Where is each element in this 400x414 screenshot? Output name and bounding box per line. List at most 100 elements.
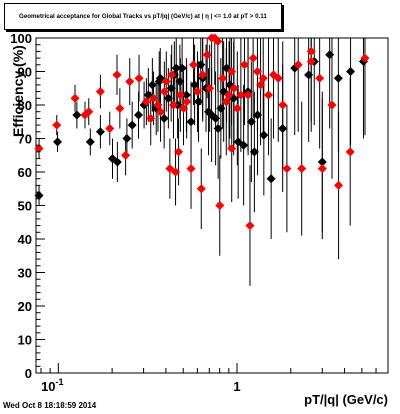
black-data-point: [304, 70, 314, 80]
red-data-point: [229, 83, 239, 93]
data-markers: [34, 33, 370, 231]
black-data-point: [239, 140, 249, 150]
red-data-point: [360, 53, 370, 63]
black-data-point: [95, 127, 105, 137]
black-data-point: [175, 77, 185, 87]
black-data-point: [346, 67, 356, 76]
red-data-point: [159, 87, 169, 97]
red-data-point: [245, 221, 255, 231]
black-data-point: [127, 120, 137, 130]
red-data-point: [221, 97, 231, 107]
black-data-point: [112, 157, 122, 167]
red-data-point: [243, 90, 253, 100]
red-data-point: [264, 90, 274, 100]
red-data-point: [198, 70, 208, 80]
red-data-point: [146, 113, 156, 123]
red-data-point: [174, 147, 184, 157]
red-data-point: [167, 70, 177, 80]
black-data-point: [211, 113, 221, 123]
red-data-point: [297, 164, 307, 174]
black-data-point: [249, 147, 259, 157]
red-data-point: [258, 73, 268, 83]
black-data-point: [186, 117, 196, 127]
red-data-point: [155, 107, 165, 117]
red-data-point: [327, 100, 337, 110]
red-data-point: [189, 60, 199, 70]
red-data-point: [306, 56, 316, 66]
red-data-point: [224, 90, 234, 100]
red-data-point: [52, 120, 62, 130]
y-tick-label: 70: [18, 132, 32, 147]
black-data-point: [122, 134, 132, 143]
red-data-point: [205, 83, 215, 93]
chart-title: Geometrical acceptance for Global Tracks…: [19, 13, 267, 20]
red-data-point: [227, 67, 237, 76]
red-data-point: [334, 180, 344, 190]
black-data-point: [181, 90, 191, 100]
black-data-point: [317, 157, 327, 167]
black-data-point: [133, 110, 143, 120]
y-tick-label: 50: [18, 199, 32, 214]
black-data-point: [159, 113, 169, 123]
red-data-point: [345, 147, 355, 157]
black-data-point: [177, 63, 187, 73]
red-data-point: [202, 50, 212, 60]
red-data-point: [252, 67, 262, 76]
black-data-point: [253, 110, 263, 120]
red-data-point: [218, 73, 228, 83]
black-data-point: [194, 97, 204, 107]
red-data-point: [248, 53, 258, 63]
y-tick-label: 60: [18, 165, 32, 180]
black-data-point: [325, 50, 335, 60]
red-data-point: [115, 103, 125, 113]
red-data-point: [273, 73, 283, 83]
axes: 0 10 20 30 40 50 60 70 80 90 100 10-1 1: [10, 31, 389, 394]
chart-title-box: Geometrical acceptance for Global Tracks…: [4, 3, 282, 30]
x-tick-label: 1: [233, 379, 240, 394]
red-data-point: [256, 80, 266, 90]
black-data-point: [278, 123, 288, 133]
red-data-point: [317, 164, 327, 174]
x-axis-label: pT/|q| (GeV/c): [304, 392, 388, 407]
red-data-point: [112, 70, 122, 80]
red-data-point: [171, 167, 181, 177]
red-data-point: [34, 144, 44, 154]
red-data-point: [95, 87, 105, 97]
black-data-point: [147, 80, 157, 90]
red-data-point: [182, 97, 192, 107]
red-data-point: [239, 60, 249, 70]
black-data-point: [85, 137, 95, 147]
black-data-point: [72, 110, 82, 120]
y-tick-label: 100: [10, 31, 32, 46]
y-tick-label: 90: [18, 65, 32, 80]
red-data-point: [232, 103, 242, 113]
y-tick-label: 10: [18, 333, 32, 348]
y-tick-label: 80: [18, 98, 32, 113]
red-data-point: [293, 60, 303, 70]
black-data-point: [246, 117, 256, 127]
red-data-point: [179, 103, 189, 113]
red-data-point: [186, 164, 196, 174]
black-data-point: [259, 130, 269, 140]
red-data-point: [153, 100, 163, 110]
y-tick-label: 30: [18, 266, 32, 281]
red-data-point: [70, 93, 80, 103]
y-tick-label: 20: [18, 299, 32, 314]
black-data-point: [190, 80, 200, 90]
red-data-point: [84, 107, 94, 117]
black-data-point: [171, 63, 181, 73]
red-data-point: [121, 150, 131, 160]
red-data-point: [236, 90, 246, 100]
red-data-point: [141, 97, 151, 107]
red-data-point: [134, 73, 144, 83]
black-data-point: [213, 123, 223, 133]
black-data-point: [154, 77, 164, 87]
black-data-point: [196, 60, 206, 70]
red-data-point: [165, 164, 175, 174]
red-data-point: [282, 164, 292, 174]
red-data-point: [227, 144, 237, 154]
black-data-point: [34, 190, 44, 200]
black-data-point: [216, 103, 226, 113]
red-data-point: [315, 73, 325, 83]
